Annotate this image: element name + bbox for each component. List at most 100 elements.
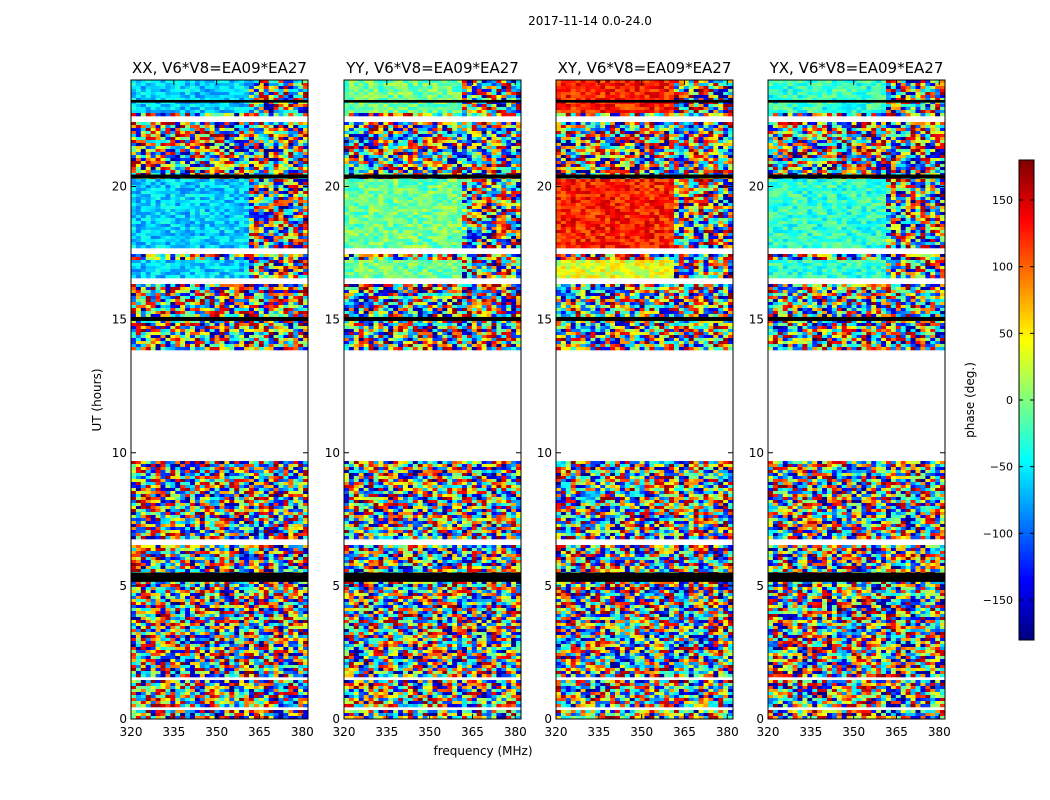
heatmap-cell bbox=[303, 83, 309, 87]
heatmap-cell bbox=[214, 203, 220, 207]
heatmap-cell bbox=[190, 593, 196, 597]
heatmap-cell bbox=[190, 551, 196, 555]
heatmap-cell bbox=[209, 158, 215, 162]
heatmap-cell bbox=[253, 215, 260, 219]
heatmap-cell bbox=[268, 254, 274, 258]
heatmap-cell bbox=[224, 563, 230, 567]
heatmap-cell bbox=[298, 263, 304, 267]
heatmap-cell bbox=[258, 230, 265, 234]
heatmap-cell bbox=[253, 308, 260, 312]
heatmap-cell bbox=[229, 182, 235, 186]
heatmap-cell bbox=[244, 482, 250, 486]
heatmap-cell bbox=[155, 614, 161, 618]
heatmap-cell bbox=[140, 158, 147, 162]
heatmap-cell bbox=[194, 293, 201, 297]
heatmap-cell bbox=[170, 212, 176, 216]
heatmap-cell bbox=[185, 314, 191, 318]
heatmap-cell bbox=[273, 617, 279, 621]
heatmap-cell bbox=[298, 191, 304, 195]
heatmap-cell bbox=[263, 284, 270, 288]
heatmap-cell bbox=[244, 104, 250, 108]
heatmap-cell bbox=[258, 620, 265, 624]
heatmap-cell bbox=[219, 266, 225, 270]
heatmap-cell bbox=[180, 620, 186, 624]
heatmap-cell bbox=[160, 263, 166, 267]
heatmap-cell bbox=[263, 479, 270, 483]
heatmap-cell bbox=[170, 611, 176, 615]
heatmap-cell bbox=[234, 308, 240, 312]
heatmap-cell bbox=[160, 326, 166, 330]
heatmap-cell bbox=[150, 569, 156, 573]
heatmap-cell bbox=[293, 89, 299, 93]
heatmap-cell bbox=[278, 320, 284, 324]
heatmap-cell bbox=[249, 566, 255, 570]
heatmap-cell bbox=[224, 566, 230, 570]
heatmap-cell bbox=[268, 545, 274, 549]
heatmap-cell bbox=[293, 206, 299, 210]
heatmap-cell bbox=[135, 194, 142, 198]
heatmap-cell bbox=[131, 203, 137, 207]
heatmap-cell bbox=[283, 311, 289, 315]
heatmap-cell bbox=[204, 206, 211, 210]
heatmap-cell bbox=[244, 557, 250, 561]
heatmap-cell bbox=[229, 263, 235, 267]
heatmap-cell bbox=[190, 134, 196, 138]
heatmap-cell bbox=[268, 506, 274, 510]
heatmap-cell bbox=[283, 569, 289, 573]
heatmap-cell bbox=[204, 305, 211, 309]
heatmap-cell bbox=[303, 581, 309, 585]
heatmap-cell bbox=[229, 596, 235, 600]
heatmap-cell bbox=[150, 185, 156, 189]
heatmap-cell bbox=[140, 140, 147, 144]
heatmap-cell bbox=[283, 122, 289, 126]
heatmap-cell bbox=[239, 206, 245, 210]
heatmap-cell bbox=[273, 122, 279, 126]
heatmap-cell bbox=[204, 311, 211, 315]
heatmap-cell bbox=[278, 488, 284, 492]
heatmap-cell bbox=[170, 521, 176, 525]
heatmap-cell bbox=[234, 305, 240, 309]
heatmap-cell bbox=[293, 104, 299, 108]
heatmap-cell bbox=[194, 98, 201, 102]
heatmap-cell bbox=[170, 86, 176, 90]
heatmap-cell bbox=[293, 548, 299, 552]
heatmap-cell bbox=[298, 143, 304, 147]
heatmap-cell bbox=[150, 599, 156, 603]
heatmap-cell bbox=[229, 461, 235, 465]
heatmap-cell bbox=[283, 221, 289, 225]
heatmap-cell bbox=[145, 611, 152, 615]
heatmap-cell bbox=[244, 242, 250, 246]
heatmap-cell bbox=[278, 464, 284, 468]
heatmap-cell bbox=[253, 611, 260, 615]
heatmap-cell bbox=[214, 149, 220, 153]
heatmap-cell bbox=[214, 200, 220, 204]
heatmap-cell bbox=[229, 287, 235, 291]
heatmap-cell bbox=[199, 587, 206, 591]
heatmap-cell bbox=[185, 209, 191, 213]
heatmap-cell bbox=[175, 518, 181, 522]
heatmap-cell bbox=[298, 560, 304, 564]
heatmap-cell bbox=[135, 563, 142, 567]
heatmap-cell bbox=[180, 236, 186, 240]
heatmap-cell bbox=[219, 524, 225, 528]
heatmap-cell bbox=[165, 332, 171, 336]
heatmap-cell bbox=[175, 584, 181, 588]
heatmap-cell bbox=[253, 161, 260, 165]
heatmap-cell bbox=[224, 101, 230, 105]
heatmap-cell bbox=[244, 347, 250, 351]
heatmap-cell bbox=[199, 254, 206, 258]
heatmap-cell bbox=[199, 161, 206, 165]
heatmap-cell bbox=[249, 131, 255, 135]
heatmap-cell bbox=[234, 602, 240, 606]
heatmap-cell bbox=[244, 227, 250, 231]
heatmap-cell bbox=[278, 299, 284, 303]
heatmap-cell bbox=[165, 629, 171, 633]
heatmap-cell bbox=[185, 161, 191, 165]
heatmap-cell bbox=[180, 479, 186, 483]
heatmap-cell bbox=[155, 326, 161, 330]
heatmap-cell bbox=[253, 554, 260, 558]
heatmap-cell bbox=[214, 122, 220, 126]
heatmap-cell bbox=[145, 512, 152, 516]
heatmap-cell bbox=[185, 614, 191, 618]
heatmap-cell bbox=[140, 221, 147, 225]
